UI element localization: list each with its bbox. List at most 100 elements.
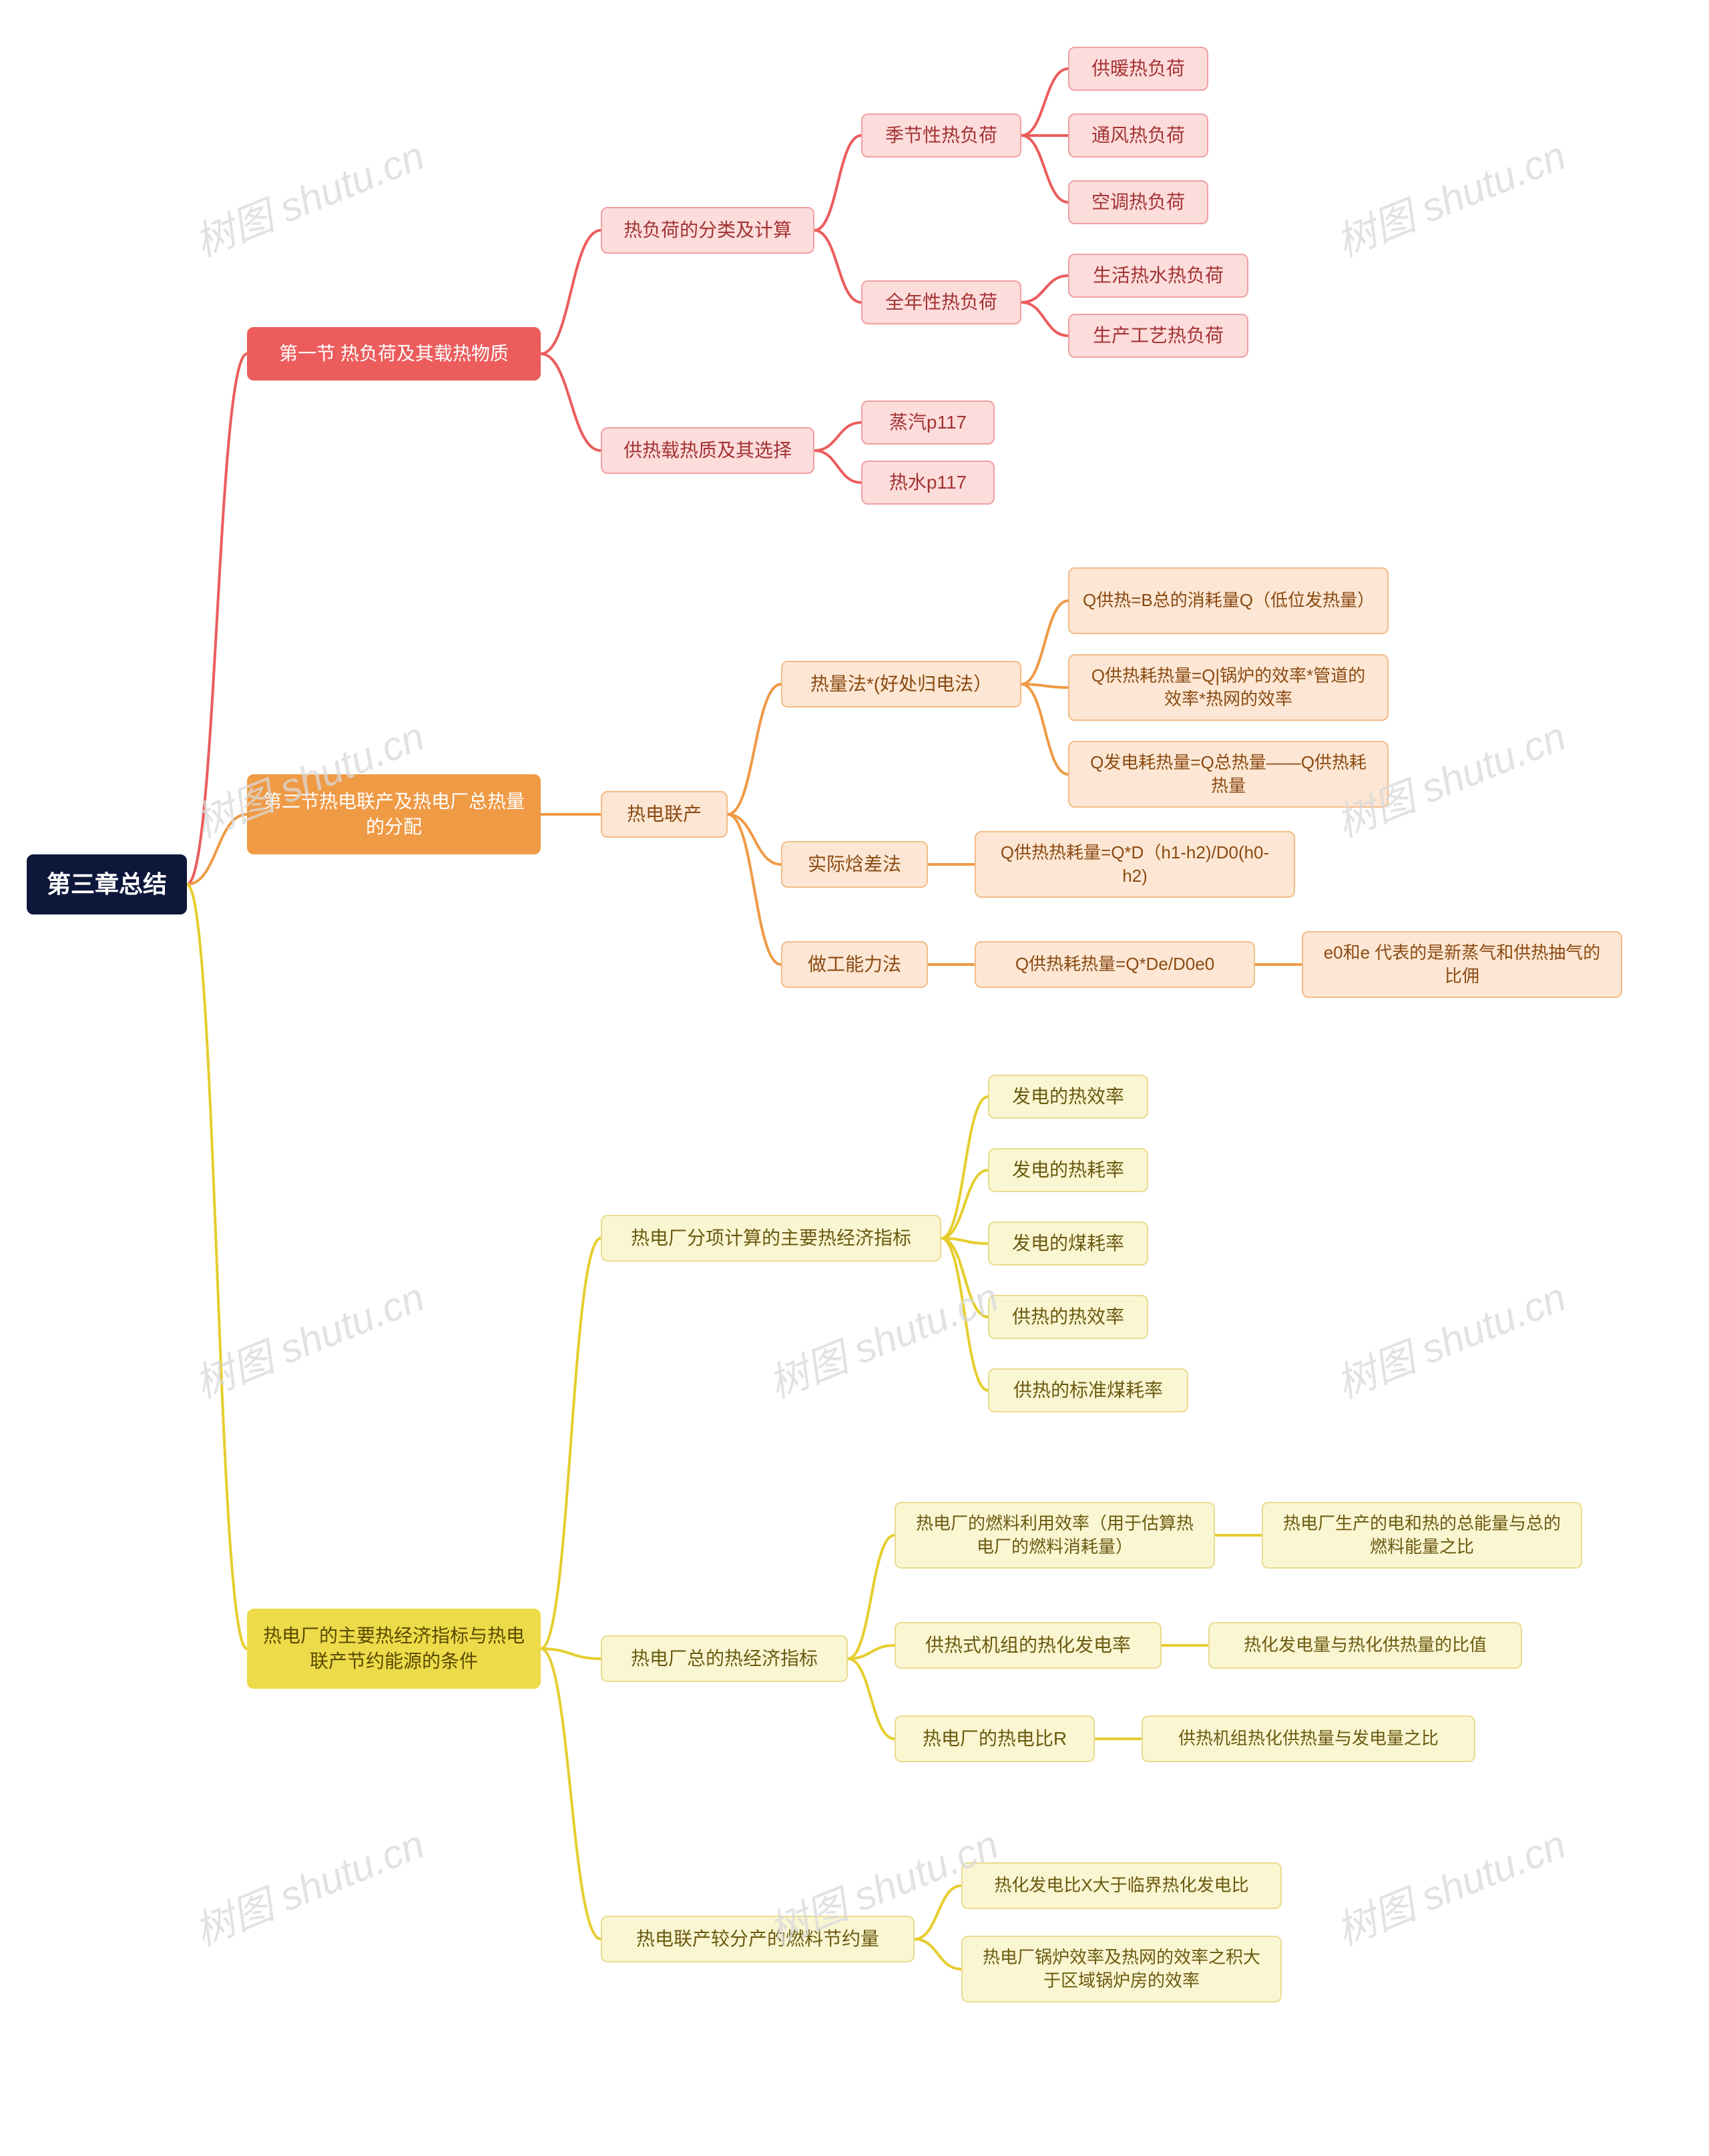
s3-coalrate[interactable]: 发电的煤耗率 [988,1222,1148,1266]
s1-classification-label: 热负荷的分类及计算 [624,218,792,243]
watermark: 树图 shutu.cn [759,1265,1006,1410]
s2-q-supply-label: Q供热=B总的消耗量Q（低位发热量） [1083,589,1374,612]
connector [941,1238,988,1390]
connector [848,1645,895,1659]
s3-savings-cond2[interactable]: 热电厂锅炉效率及热网的效率之积大于区域锅炉房的效率 [961,1936,1282,2002]
s3-savings[interactable]: 热电联产较分产的燃料节约量 [601,1916,915,1962]
s1-annual[interactable]: 全年性热负荷 [861,280,1021,324]
watermark: 树图 shutu.cn [1326,1265,1573,1410]
connector [1021,69,1068,136]
connector [1021,136,1068,202]
s1-process-load-label: 生产工艺热负荷 [1093,323,1224,348]
connector [941,1170,988,1238]
connector [541,1649,601,1659]
connector [541,1238,601,1649]
connector [187,354,247,884]
s1-ventilation-load[interactable]: 通风热负荷 [1068,113,1208,158]
root-node-label: 第三章总结 [47,868,167,901]
s1-medium[interactable]: 供热载热质及其选择 [601,427,814,474]
connector [541,1649,601,1939]
s3-savings-cond2-label: 热电厂锅炉效率及热网的效率之积大于区域锅炉房的效率 [976,1946,1267,1992]
connector [915,1939,961,1969]
s1-steam-label: 蒸汽p117 [889,410,967,435]
s3-fuel-eff[interactable]: 热电厂的燃料利用效率（用于估算热电厂的燃料消耗量） [895,1502,1215,1569]
connector [941,1097,988,1238]
s2-work-eq[interactable]: Q供热耗热量=Q*De/D0e0 [975,941,1255,988]
s3-coalrate-heat[interactable]: 供热的标准煤耗率 [988,1368,1188,1412]
s2-q-power[interactable]: Q发电耗热量=Q总热量——Q供热耗热量 [1068,741,1389,808]
root-node[interactable]: 第三章总结 [27,854,187,914]
s1-medium-label: 供热载热质及其选择 [624,438,792,463]
section-2-label: 第二节热电联产及热电厂总热量的分配 [262,789,526,840]
s3-coalrate-label: 发电的煤耗率 [1012,1231,1124,1256]
s3-fuel-eff-def[interactable]: 热电厂生产的电和热的总能量与总的燃料能量之比 [1262,1502,1582,1569]
s2-chp-label: 热电联产 [627,802,702,827]
connector [728,814,781,965]
s3-eff-heat[interactable]: 供热的热效率 [988,1295,1148,1339]
section-2[interactable]: 第二节热电联产及热电厂总热量的分配 [247,774,541,854]
s3-heat-ratio[interactable]: 热电厂的热电比R [895,1715,1095,1762]
s3-savings-cond1[interactable]: 热化发电比X大于临界热化发电比 [961,1862,1282,1909]
s2-q-supply[interactable]: Q供热=B总的消耗量Q（低位发热量） [1068,567,1389,634]
connector [814,230,861,302]
section-3-label: 热电厂的主要热经济指标与热电联产节约能源的条件 [262,1623,526,1674]
s2-enthalpy-eq-label: Q供热热耗量=Q*D（h1-h2)/D0(h0-h2) [989,841,1280,888]
s3-itemized[interactable]: 热电厂分项计算的主要热经济指标 [601,1215,941,1262]
s3-heat-ratio-label: 热电厂的热电比R [923,1726,1067,1751]
watermark: 树图 shutu.cn [1326,123,1573,268]
s1-heating-load[interactable]: 供暖热负荷 [1068,47,1208,91]
watermark: 树图 shutu.cn [185,123,432,268]
s3-therm-rate-def[interactable]: 热化发电量与热化供热量的比值 [1208,1622,1522,1669]
s3-heatrate-label: 发电的热耗率 [1012,1157,1124,1183]
connector [1021,684,1068,688]
s2-q-power-label: Q发电耗热量=Q总热量——Q供热耗热量 [1083,751,1374,798]
connector [848,1535,895,1659]
s3-therm-rate[interactable]: 供热式机组的热化发电率 [895,1622,1162,1669]
s2-work-note-label: e0和e 代表的是新蒸气和供热抽气的比佣 [1316,941,1608,988]
connector [187,884,247,1649]
s2-enthalpy-method[interactable]: 实际焓差法 [781,841,928,888]
s3-overall[interactable]: 热电厂总的热经济指标 [601,1635,848,1682]
s3-overall-label: 热电厂总的热经济指标 [631,1646,818,1671]
connector [728,814,781,864]
connector [1021,601,1068,684]
s3-eff-power[interactable]: 发电的热效率 [988,1075,1148,1119]
s1-seasonal[interactable]: 季节性热负荷 [861,113,1021,158]
s1-steam[interactable]: 蒸汽p117 [861,400,995,445]
s3-heat-ratio-def-label: 供热机组热化供热量与发电量之比 [1178,1727,1439,1750]
s3-eff-power-label: 发电的热效率 [1012,1084,1124,1109]
s2-q-consumed[interactable]: Q供热耗热量=Q|锅炉的效率*管道的效率*热网的效率 [1068,654,1389,721]
connector [541,230,601,354]
s1-annual-label: 全年性热负荷 [885,290,997,315]
connector [848,1659,895,1739]
s2-work-method[interactable]: 做工能力法 [781,941,928,988]
connector [541,354,601,451]
s3-fuel-eff-def-label: 热电厂生产的电和热的总能量与总的燃料能量之比 [1276,1512,1567,1559]
connector [728,684,781,814]
mindmap-canvas: { "canvas": { "width": 2560, "height": 3… [0,0,1709,2156]
s3-savings-label: 热电联产较分产的燃料节约量 [636,1926,879,1952]
connector [1021,684,1068,774]
s2-work-note[interactable]: e0和e 代表的是新蒸气和供热抽气的比佣 [1302,931,1622,998]
s1-hotwater[interactable]: 热水p117 [861,461,995,505]
s2-work-method-label: 做工能力法 [808,952,901,977]
s1-hotwater-load[interactable]: 生活热水热负荷 [1068,254,1248,298]
s1-classification[interactable]: 热负荷的分类及计算 [601,207,814,254]
s2-heat-method[interactable]: 热量法*(好处归电法） [781,661,1021,708]
section-3[interactable]: 热电厂的主要热经济指标与热电联产节约能源的条件 [247,1609,541,1689]
section-1[interactable]: 第一节 热负荷及其载热物质 [247,327,541,380]
s1-ac-load[interactable]: 空调热负荷 [1068,180,1208,224]
s2-q-consumed-label: Q供热耗热量=Q|锅炉的效率*管道的效率*热网的效率 [1083,664,1374,711]
connector [814,451,861,483]
s1-process-load[interactable]: 生产工艺热负荷 [1068,314,1248,358]
s3-heat-ratio-def[interactable]: 供热机组热化供热量与发电量之比 [1142,1715,1475,1762]
s2-enthalpy-eq[interactable]: Q供热热耗量=Q*D（h1-h2)/D0(h0-h2) [975,831,1295,898]
s1-ventilation-load-label: 通风热负荷 [1091,123,1185,148]
watermark: 树图 shutu.cn [185,1812,432,1957]
s3-heatrate[interactable]: 发电的热耗率 [988,1148,1148,1192]
s2-enthalpy-method-label: 实际焓差法 [808,852,901,877]
connector-layer [0,0,1709,2156]
s3-itemized-label: 热电厂分项计算的主要热经济指标 [631,1226,911,1251]
s2-chp[interactable]: 热电联产 [601,791,728,838]
s1-hotwater-load-label: 生活热水热负荷 [1093,263,1224,288]
